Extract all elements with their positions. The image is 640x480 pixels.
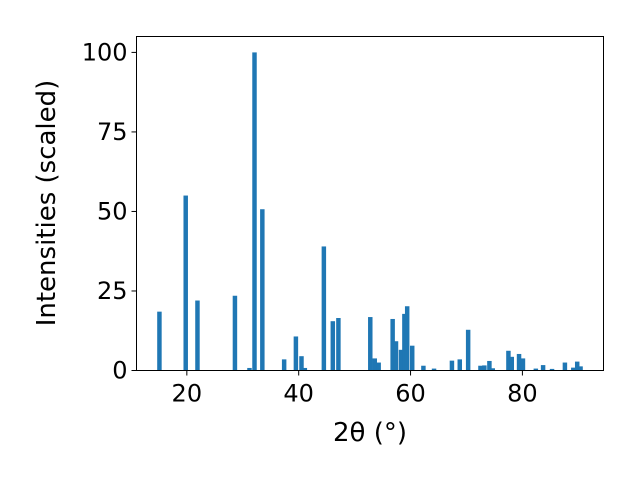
x-axis-label: 2θ (°) (333, 418, 407, 448)
y-axis: 0 25 50 75 100 (82, 38, 137, 385)
y-tick-label: 100 (82, 38, 128, 66)
bar (195, 300, 200, 371)
bar (402, 313, 407, 371)
bar (302, 367, 308, 371)
bar (404, 306, 410, 371)
y-tick-label: 0 (112, 357, 127, 385)
bar (330, 321, 336, 371)
bar (506, 350, 511, 371)
bar (321, 246, 327, 371)
bar (376, 362, 381, 371)
bar (247, 367, 252, 371)
bar (183, 195, 188, 371)
x-tick-label: 60 (395, 380, 426, 408)
bar (260, 209, 265, 371)
x-axis: 20 40 60 80 (172, 370, 538, 408)
bar (372, 358, 377, 371)
bar (516, 353, 522, 371)
bar (490, 368, 495, 371)
bar (478, 365, 483, 371)
y-tick-label: 50 (97, 197, 128, 225)
y-tick-label: 25 (97, 277, 128, 305)
bar (457, 359, 463, 371)
bar (421, 365, 426, 371)
bar (431, 368, 437, 371)
bar (232, 295, 238, 371)
bar (562, 362, 568, 371)
bar (549, 368, 555, 371)
bar (487, 360, 492, 371)
bar (574, 361, 580, 371)
x-tick-label: 20 (172, 380, 203, 408)
bar (293, 336, 299, 371)
x-tick-label: 40 (283, 380, 314, 408)
bar (281, 359, 287, 371)
bar (157, 311, 162, 371)
bar (449, 360, 455, 371)
bar (578, 366, 583, 371)
y-axis-label: Intensities (scaled) (32, 80, 62, 327)
bar (533, 368, 539, 371)
bar (252, 52, 257, 371)
bars-group (157, 52, 583, 371)
plot-frame (136, 36, 604, 371)
bar (509, 356, 515, 371)
bar (398, 349, 404, 371)
y-tick-label: 75 (97, 118, 128, 146)
bar (465, 329, 471, 371)
x-tick-label: 80 (507, 380, 538, 408)
bar (482, 365, 487, 371)
bar (393, 341, 399, 371)
bar (390, 318, 395, 371)
bar (540, 365, 546, 371)
bar (409, 345, 415, 371)
bar (368, 317, 373, 371)
bar (336, 318, 341, 371)
bar (571, 367, 576, 371)
bar (299, 356, 304, 371)
bar (520, 358, 526, 371)
